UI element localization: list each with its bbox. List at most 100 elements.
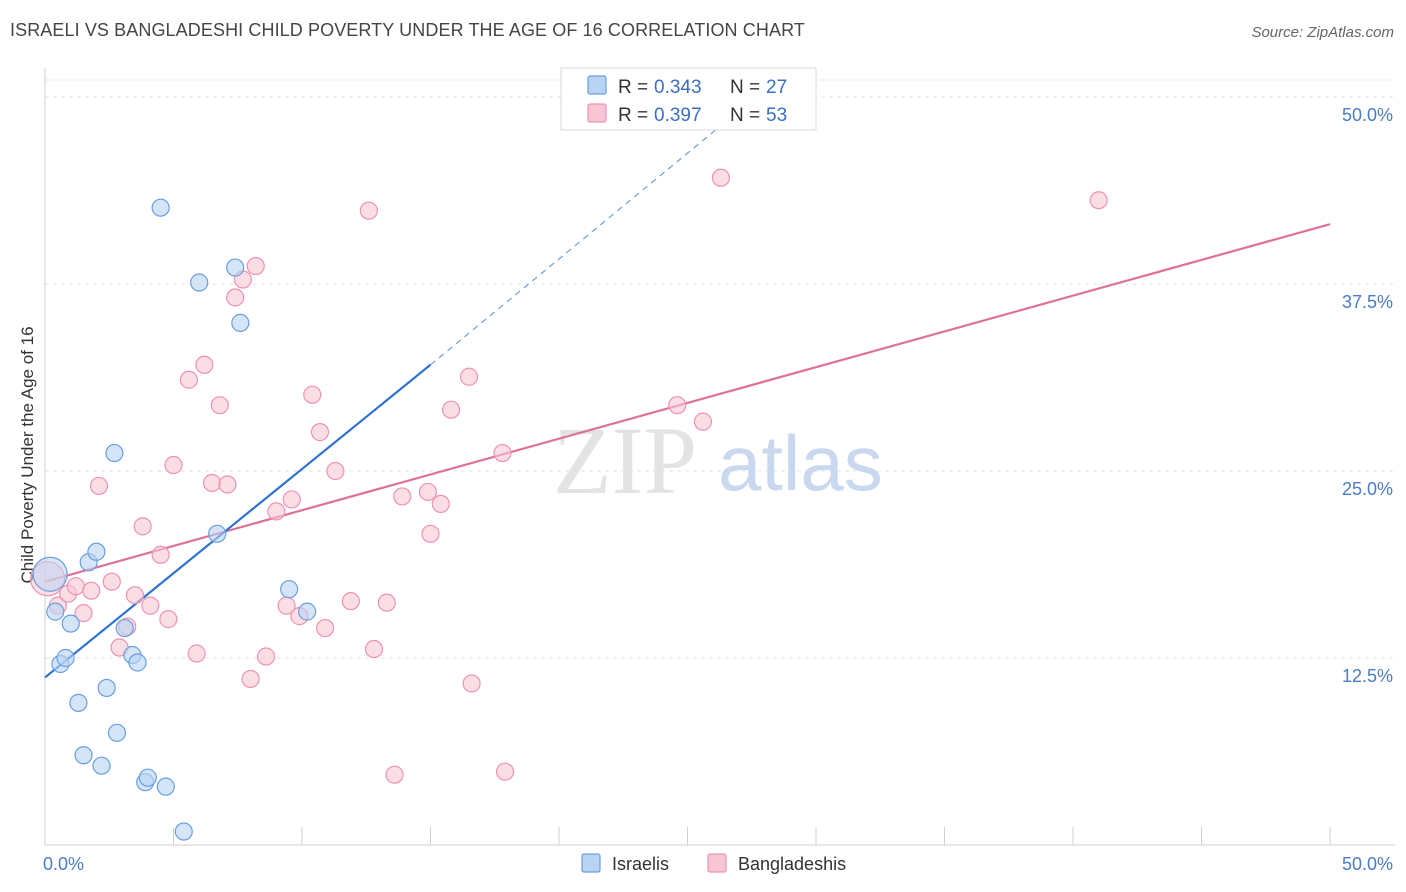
point-bangladeshis <box>164 455 183 475</box>
point-israelis <box>115 618 134 638</box>
series-legend-label-israelis: Israelis <box>612 854 669 874</box>
point-israelis <box>61 614 80 633</box>
point-bangladeshis <box>711 168 731 187</box>
y-tick-label: 37.5% <box>1342 292 1393 312</box>
series-legend-swatch-bangladeshis <box>707 853 727 873</box>
x-tick-label: 50.0% <box>1342 854 1393 874</box>
point-israelis <box>32 556 68 592</box>
point-israelis <box>231 313 250 332</box>
point-israelis <box>128 653 147 672</box>
trend-line-israelis <box>44 363 432 679</box>
point-bangladeshis <box>393 487 412 506</box>
trend-line-israelis-extension <box>430 104 747 366</box>
point-bangladeshis <box>195 355 214 374</box>
point-israelis <box>226 258 245 277</box>
legend-n-value: 27 <box>766 77 787 98</box>
y-tick-label: 50.0% <box>1342 105 1393 125</box>
point-bangladeshis <box>495 762 515 781</box>
point-bangladeshis <box>159 610 178 629</box>
watermark-atlas: atlas <box>718 419 883 507</box>
point-bangladeshis <box>310 423 330 442</box>
point-israelis <box>190 273 209 292</box>
point-bangladeshis <box>256 647 276 666</box>
point-israelis <box>105 443 124 463</box>
watermark: ZIP atlas <box>553 407 883 514</box>
point-israelis <box>69 693 88 712</box>
data-points <box>29 168 1108 841</box>
point-israelis <box>46 602 65 621</box>
point-bangladeshis <box>303 385 322 404</box>
point-bangladeshis <box>82 581 101 600</box>
y-axis-label: Child Poverty Under the Age of 16 <box>18 326 37 583</box>
point-bangladeshis <box>421 524 440 543</box>
trend-line-bangladeshis <box>44 223 1331 583</box>
point-bangladeshis <box>282 490 301 509</box>
watermark-zip: ZIP <box>553 407 697 514</box>
stats-legend: R = 0.343 N = 27 R = 0.397 N = 53 <box>560 67 817 131</box>
legend-n-value: 53 <box>766 105 787 126</box>
point-bangladeshis <box>141 596 160 615</box>
point-bangladeshis <box>341 592 360 611</box>
point-bangladeshis <box>459 367 479 386</box>
x-tick-label: 0.0% <box>43 854 84 874</box>
point-bangladeshis <box>74 604 93 623</box>
point-israelis <box>92 756 111 775</box>
point-israelis <box>74 746 93 765</box>
point-bangladeshis <box>364 639 384 659</box>
point-israelis <box>138 768 157 787</box>
point-bangladeshis <box>462 674 481 693</box>
axes <box>44 68 1395 846</box>
trend-lines <box>44 104 1331 679</box>
legend-n-label: N = <box>730 105 760 126</box>
point-israelis <box>174 822 193 841</box>
point-israelis <box>56 648 75 668</box>
source-label: Source: ZipAtlas.com <box>1251 24 1394 41</box>
legend-r-label: R = <box>618 105 648 126</box>
point-bangladeshis <box>125 586 145 605</box>
legend-r-value: 0.343 <box>654 77 702 98</box>
point-bangladeshis <box>66 577 85 596</box>
point-israelis <box>151 198 170 217</box>
point-israelis <box>87 542 106 561</box>
point-bangladeshis <box>441 400 461 419</box>
point-bangladeshis <box>359 201 378 220</box>
point-bangladeshis <box>326 461 345 481</box>
point-bangladeshis <box>179 370 199 389</box>
legend-n-label: N = <box>730 77 760 98</box>
x-tick-labels: 0.0% 50.0% <box>43 854 1393 874</box>
point-israelis <box>298 602 317 621</box>
point-bangladeshis <box>102 572 121 591</box>
point-bangladeshis <box>218 475 237 494</box>
y-tick-labels: 12.5% 25.0% 37.5% 50.0% <box>1342 105 1393 686</box>
point-bangladeshis <box>385 765 404 784</box>
series-legend: Israelis Bangladeshis <box>581 853 846 874</box>
grid-lines <box>45 79 1395 659</box>
point-bangladeshis <box>151 545 170 564</box>
chart-title: ISRAELI VS BANGLADESHI CHILD POVERTY UND… <box>10 20 805 40</box>
point-israelis <box>97 678 116 698</box>
y-tick-label: 25.0% <box>1342 479 1393 499</box>
point-israelis <box>156 777 175 796</box>
legend-swatch-bangladeshis <box>587 103 607 123</box>
point-bangladeshis <box>668 396 687 415</box>
legend-r-label: R = <box>618 77 648 98</box>
point-israelis <box>107 723 127 742</box>
legend-r-value: 0.397 <box>654 105 702 126</box>
point-bangladeshis <box>377 593 396 612</box>
point-bangladeshis <box>693 412 713 431</box>
point-bangladeshis <box>431 494 450 514</box>
point-bangladeshis <box>1089 191 1108 210</box>
point-bangladeshis <box>267 502 286 521</box>
point-bangladeshis <box>133 517 152 536</box>
point-israelis <box>280 580 299 599</box>
point-bangladeshis <box>202 473 222 493</box>
series-legend-swatch-israelis <box>581 853 601 873</box>
y-tick-label: 12.5% <box>1342 666 1393 686</box>
point-bangladeshis <box>187 644 206 663</box>
point-bangladeshis <box>210 396 229 415</box>
legend-swatch-israelis <box>587 75 607 95</box>
point-bangladeshis <box>418 482 438 502</box>
point-bangladeshis <box>226 288 245 307</box>
point-bangladeshis <box>493 443 512 463</box>
